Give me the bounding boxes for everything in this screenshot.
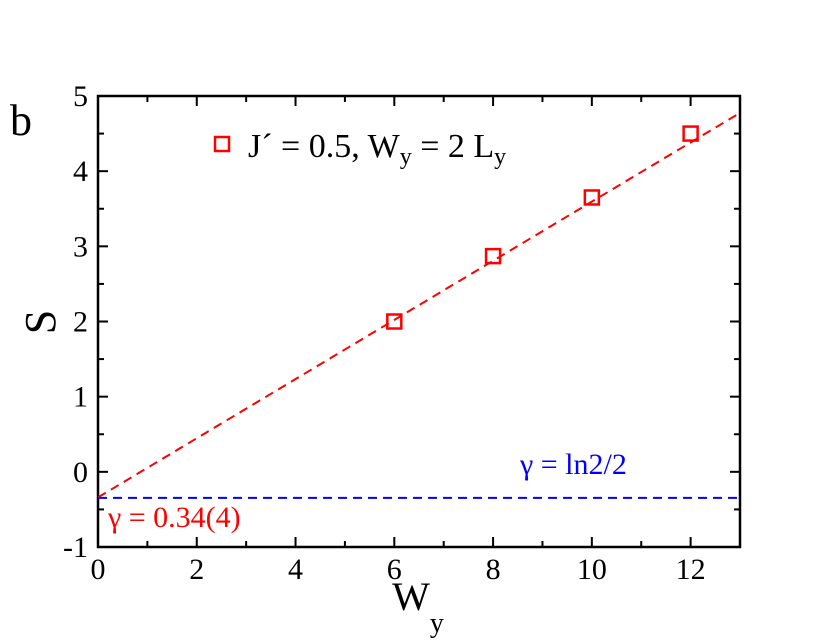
- x-tick-label: 4: [288, 553, 303, 586]
- y-tick-label: 1: [73, 381, 88, 414]
- legend-marker: [213, 135, 231, 153]
- ticks: [97, 95, 741, 548]
- data-point: [682, 125, 699, 142]
- x-tick-label: 8: [486, 553, 501, 586]
- x-axis-label: Wy: [392, 574, 444, 639]
- x-tick-label: 10: [577, 553, 607, 586]
- annotation-blue-gamma: γ = ln2/2: [519, 448, 627, 481]
- y-tick-label: 5: [73, 80, 88, 113]
- x-axis-label-main: W: [392, 574, 430, 619]
- x-tick-label: 6: [387, 553, 402, 586]
- y-tick-label: 4: [73, 155, 88, 188]
- fit-line: [97, 112, 741, 499]
- y-tick-label: -1: [63, 531, 88, 564]
- x-tick-label: 12: [676, 553, 706, 586]
- data-point: [583, 189, 601, 206]
- markers: [386, 125, 699, 330]
- y-axis-label: S: [16, 310, 65, 334]
- x-axis-label-sub: y: [430, 608, 444, 639]
- y-tick-label: 3: [73, 230, 88, 263]
- x-tick-label: 2: [189, 553, 204, 586]
- legend-label: J´ = 0.5, Wy = 2 Ly: [248, 128, 506, 170]
- y-tick-label: 0: [73, 456, 88, 489]
- panel-label: b: [10, 96, 32, 145]
- data-point: [484, 247, 502, 265]
- annotation-red-gamma: γ = 0.34(4): [107, 501, 241, 534]
- legend-middle: = 2 L: [412, 128, 494, 165]
- legend: J´ = 0.5, Wy = 2 Ly: [213, 128, 506, 170]
- legend-sub1: y: [400, 144, 412, 170]
- y-tick-label: 2: [73, 306, 88, 339]
- data-point: [386, 313, 403, 330]
- legend-prefix: J´ = 0.5, W: [248, 128, 401, 165]
- x-tick-label: 0: [91, 553, 106, 586]
- lines: [97, 112, 741, 499]
- legend-sub2: y: [494, 144, 506, 170]
